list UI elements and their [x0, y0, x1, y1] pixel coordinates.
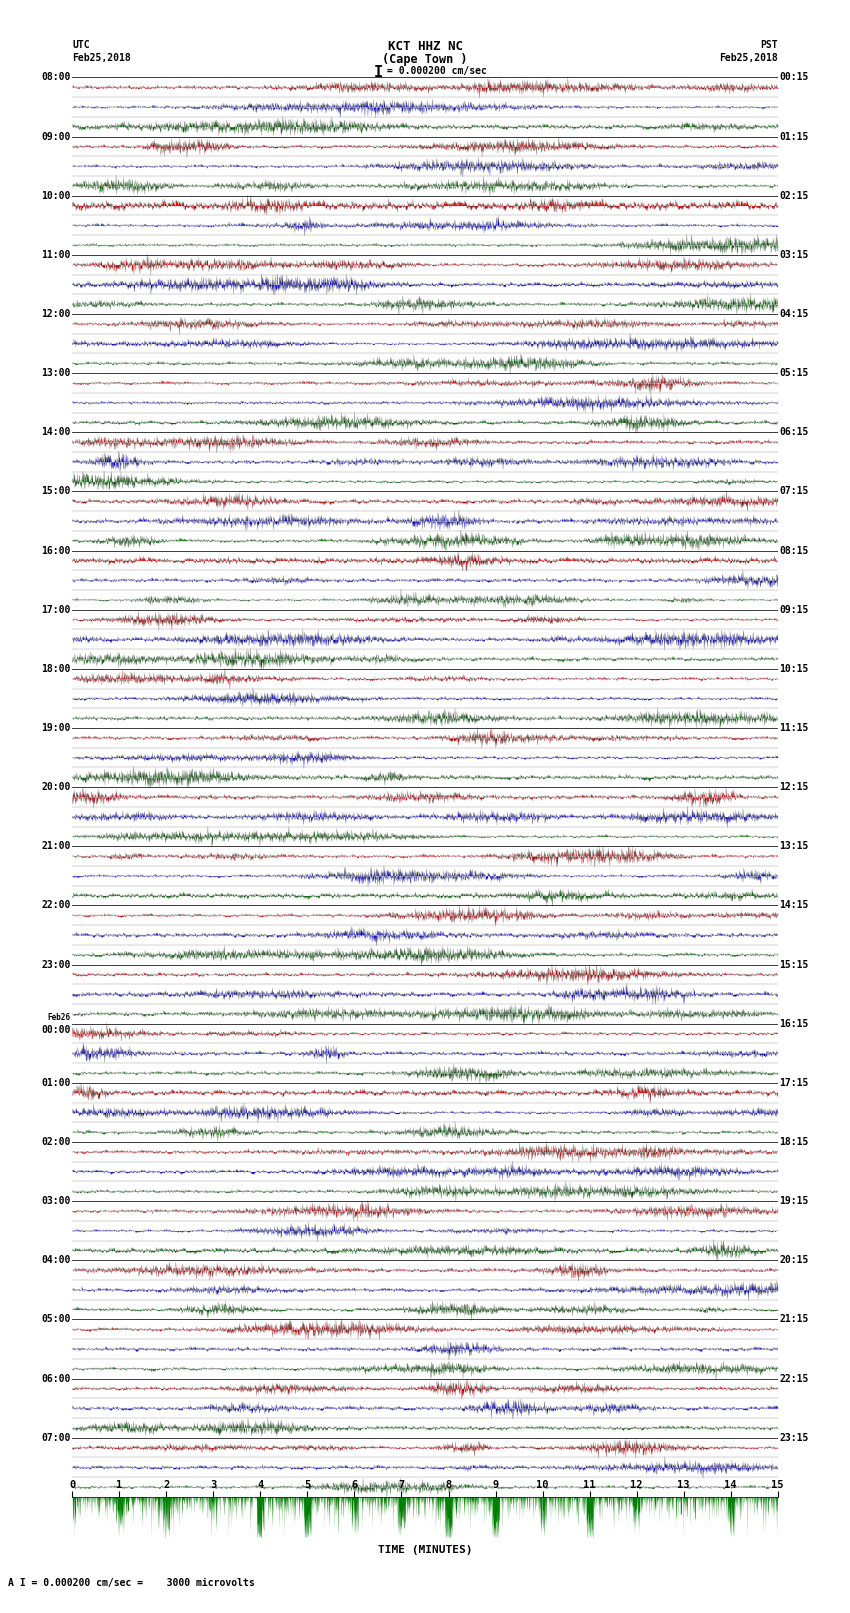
Text: 19:15: 19:15 — [779, 1197, 808, 1207]
Text: UTC: UTC — [72, 40, 90, 50]
Text: I: I — [374, 65, 382, 79]
Text: 20:15: 20:15 — [779, 1255, 808, 1265]
Text: 04:15: 04:15 — [779, 310, 808, 319]
Text: 18:00: 18:00 — [42, 665, 71, 674]
Text: 08:15: 08:15 — [779, 545, 808, 555]
Text: 05:15: 05:15 — [779, 368, 808, 377]
Text: 19:00: 19:00 — [42, 723, 71, 732]
Text: 03:00: 03:00 — [42, 1197, 71, 1207]
Text: 16:15: 16:15 — [779, 1019, 808, 1029]
Text: 14:00: 14:00 — [42, 427, 71, 437]
Text: Feb26: Feb26 — [48, 1013, 71, 1023]
Text: Feb25,2018: Feb25,2018 — [72, 53, 131, 63]
Text: 22:15: 22:15 — [779, 1374, 808, 1384]
Text: 00:15: 00:15 — [779, 73, 808, 82]
Text: 22:00: 22:00 — [42, 900, 71, 910]
Text: (Cape Town ): (Cape Town ) — [382, 53, 468, 66]
Text: 15:00: 15:00 — [42, 487, 71, 497]
Text: = 0.000200 cm/sec: = 0.000200 cm/sec — [387, 66, 486, 76]
Text: Feb25,2018: Feb25,2018 — [719, 53, 778, 63]
Text: 17:00: 17:00 — [42, 605, 71, 615]
Text: 01:00: 01:00 — [42, 1077, 71, 1087]
Text: TIME (MINUTES): TIME (MINUTES) — [377, 1545, 473, 1555]
Text: 10:00: 10:00 — [42, 190, 71, 200]
Text: 15:15: 15:15 — [779, 960, 808, 969]
Text: 10:15: 10:15 — [779, 665, 808, 674]
Text: 11:00: 11:00 — [42, 250, 71, 260]
Text: 05:00: 05:00 — [42, 1315, 71, 1324]
Text: KCT HHZ NC: KCT HHZ NC — [388, 40, 462, 53]
Text: 12:00: 12:00 — [42, 310, 71, 319]
Text: 09:00: 09:00 — [42, 132, 71, 142]
Text: 12:15: 12:15 — [779, 782, 808, 792]
Text: 11:15: 11:15 — [779, 723, 808, 732]
Text: 06:15: 06:15 — [779, 427, 808, 437]
Text: 20:00: 20:00 — [42, 782, 71, 792]
Text: 21:00: 21:00 — [42, 842, 71, 852]
Text: 06:00: 06:00 — [42, 1374, 71, 1384]
Text: 07:00: 07:00 — [42, 1432, 71, 1442]
Text: 13:00: 13:00 — [42, 368, 71, 377]
Text: 23:15: 23:15 — [779, 1432, 808, 1442]
Text: A I = 0.000200 cm/sec =    3000 microvolts: A I = 0.000200 cm/sec = 3000 microvolts — [8, 1578, 255, 1587]
Text: 08:00: 08:00 — [42, 73, 71, 82]
Text: PST: PST — [760, 40, 778, 50]
Text: 17:15: 17:15 — [779, 1077, 808, 1087]
Text: 14:15: 14:15 — [779, 900, 808, 910]
Text: 03:15: 03:15 — [779, 250, 808, 260]
Text: 00:00: 00:00 — [42, 1026, 71, 1036]
Text: 23:00: 23:00 — [42, 960, 71, 969]
Text: 18:15: 18:15 — [779, 1137, 808, 1147]
Text: 16:00: 16:00 — [42, 545, 71, 555]
Text: 01:15: 01:15 — [779, 132, 808, 142]
Text: 13:15: 13:15 — [779, 842, 808, 852]
Text: 02:15: 02:15 — [779, 190, 808, 200]
Text: 21:15: 21:15 — [779, 1315, 808, 1324]
Text: 07:15: 07:15 — [779, 487, 808, 497]
Text: 09:15: 09:15 — [779, 605, 808, 615]
Text: 02:00: 02:00 — [42, 1137, 71, 1147]
Text: 04:00: 04:00 — [42, 1255, 71, 1265]
